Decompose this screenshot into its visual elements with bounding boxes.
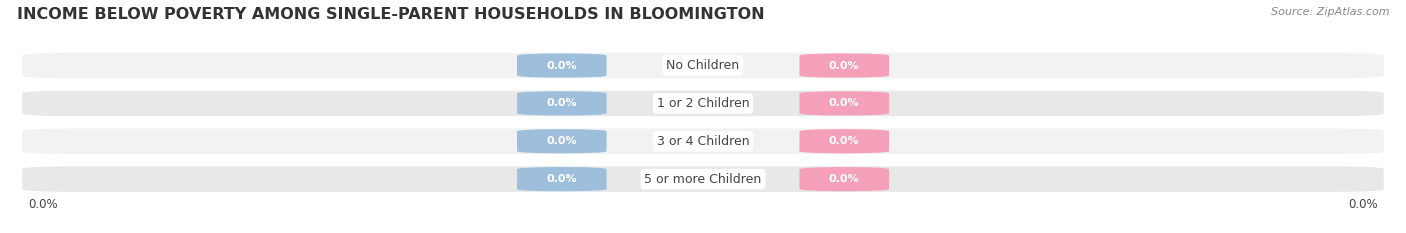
FancyBboxPatch shape bbox=[517, 129, 606, 153]
Text: 5 or more Children: 5 or more Children bbox=[644, 173, 762, 186]
Text: 0.0%: 0.0% bbox=[830, 136, 859, 146]
Text: 0.0%: 0.0% bbox=[1348, 198, 1378, 211]
FancyBboxPatch shape bbox=[517, 167, 606, 191]
FancyBboxPatch shape bbox=[800, 53, 889, 78]
FancyBboxPatch shape bbox=[800, 167, 889, 191]
FancyBboxPatch shape bbox=[21, 165, 1385, 193]
Text: 0.0%: 0.0% bbox=[547, 61, 576, 71]
FancyBboxPatch shape bbox=[517, 53, 606, 78]
Text: 0.0%: 0.0% bbox=[830, 61, 859, 71]
FancyBboxPatch shape bbox=[517, 91, 606, 116]
Text: No Children: No Children bbox=[666, 59, 740, 72]
Text: 0.0%: 0.0% bbox=[830, 98, 859, 108]
FancyBboxPatch shape bbox=[21, 89, 1385, 118]
FancyBboxPatch shape bbox=[21, 51, 1385, 80]
Text: 3 or 4 Children: 3 or 4 Children bbox=[657, 135, 749, 148]
Text: 0.0%: 0.0% bbox=[547, 136, 576, 146]
FancyBboxPatch shape bbox=[21, 127, 1385, 155]
Text: 0.0%: 0.0% bbox=[547, 174, 576, 184]
Text: 0.0%: 0.0% bbox=[28, 198, 58, 211]
FancyBboxPatch shape bbox=[800, 91, 889, 116]
Text: Source: ZipAtlas.com: Source: ZipAtlas.com bbox=[1271, 7, 1389, 17]
Text: 0.0%: 0.0% bbox=[830, 174, 859, 184]
Text: INCOME BELOW POVERTY AMONG SINGLE-PARENT HOUSEHOLDS IN BLOOMINGTON: INCOME BELOW POVERTY AMONG SINGLE-PARENT… bbox=[17, 7, 765, 22]
Text: 0.0%: 0.0% bbox=[547, 98, 576, 108]
Text: 1 or 2 Children: 1 or 2 Children bbox=[657, 97, 749, 110]
FancyBboxPatch shape bbox=[800, 129, 889, 153]
